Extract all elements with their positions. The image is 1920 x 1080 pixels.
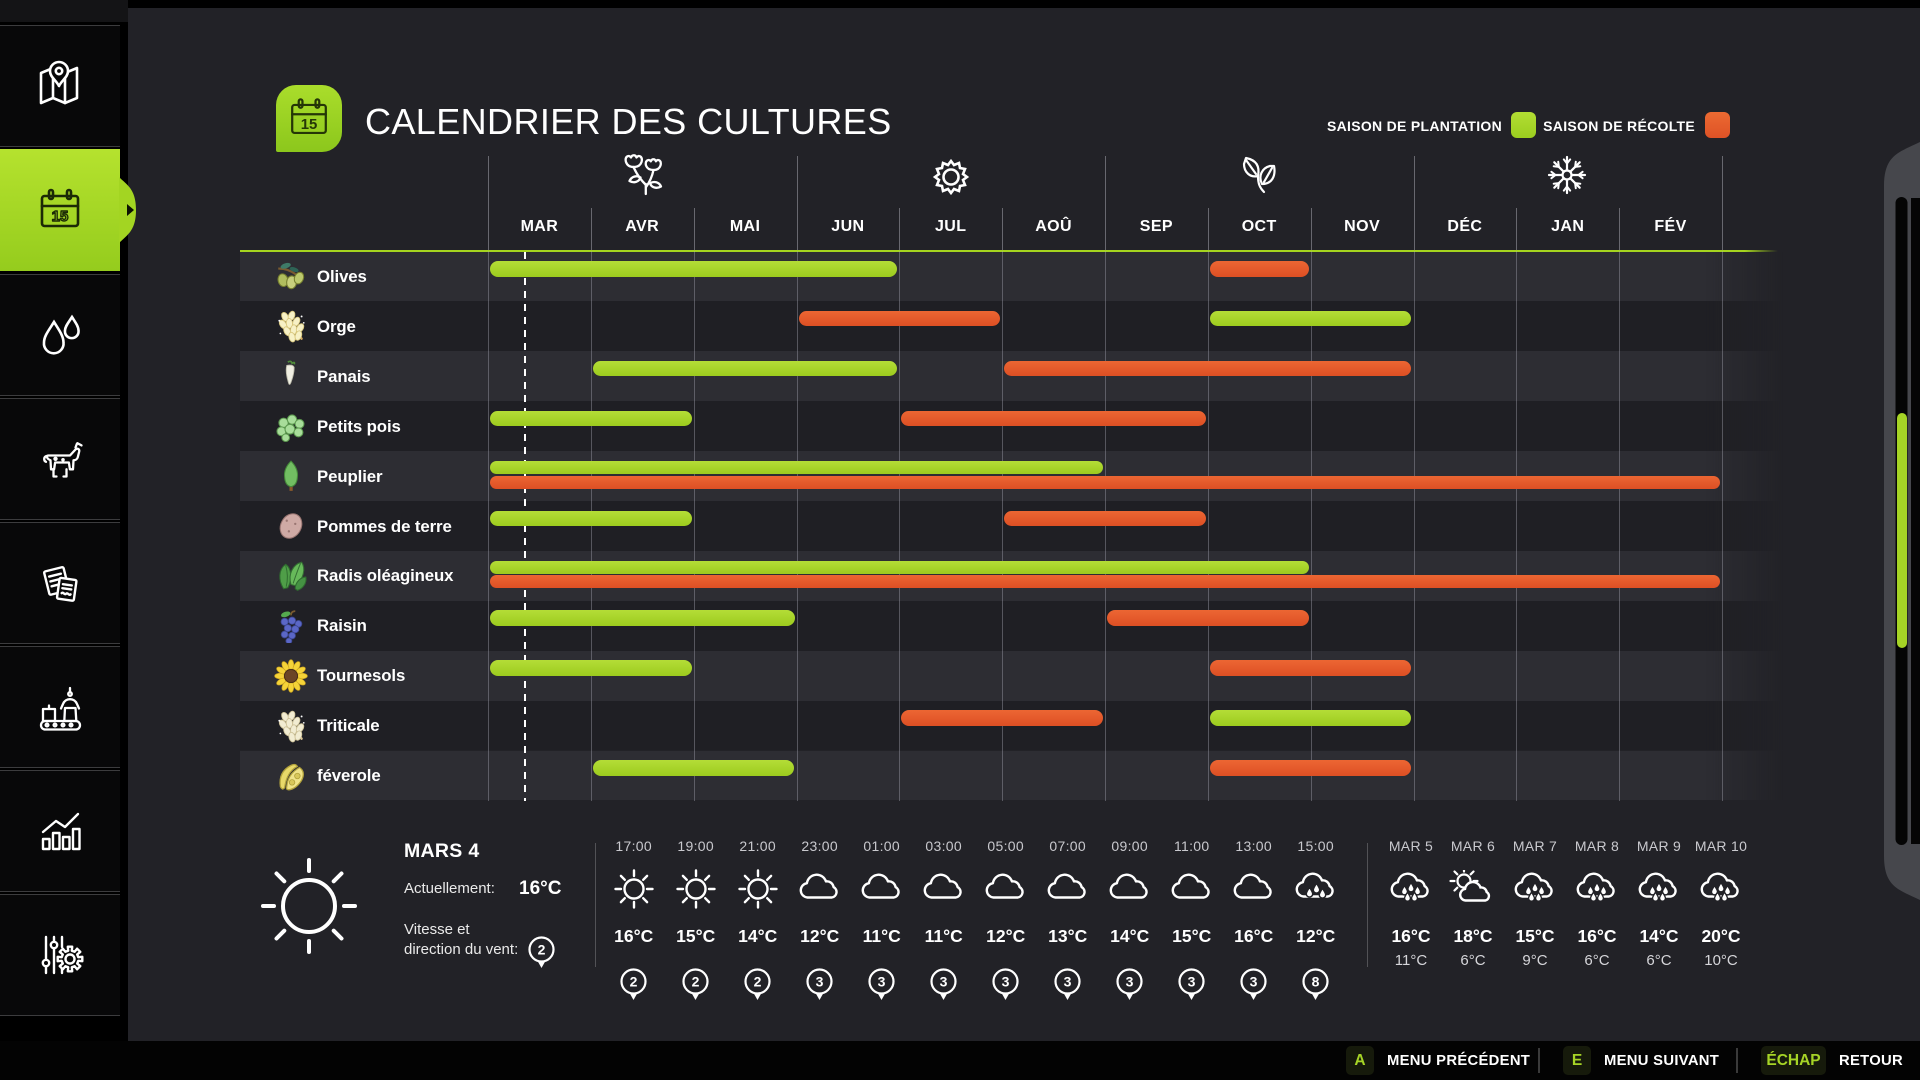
svg-text:15: 15 (52, 208, 69, 225)
svg-text:2: 2 (538, 942, 546, 958)
svg-text:3: 3 (1126, 974, 1134, 990)
svg-text:2: 2 (692, 974, 700, 990)
svg-text:3: 3 (1250, 974, 1258, 990)
svg-text:3: 3 (940, 974, 948, 990)
svg-text:2: 2 (754, 974, 762, 990)
svg-text:2: 2 (630, 974, 638, 990)
svg-text:3: 3 (1002, 974, 1010, 990)
svg-text:3: 3 (816, 974, 824, 990)
svg-text:3: 3 (878, 974, 886, 990)
svg-text:3: 3 (1064, 974, 1072, 990)
svg-text:15: 15 (301, 116, 318, 133)
svg-text:8: 8 (1312, 974, 1320, 990)
svg-text:3: 3 (1188, 974, 1196, 990)
